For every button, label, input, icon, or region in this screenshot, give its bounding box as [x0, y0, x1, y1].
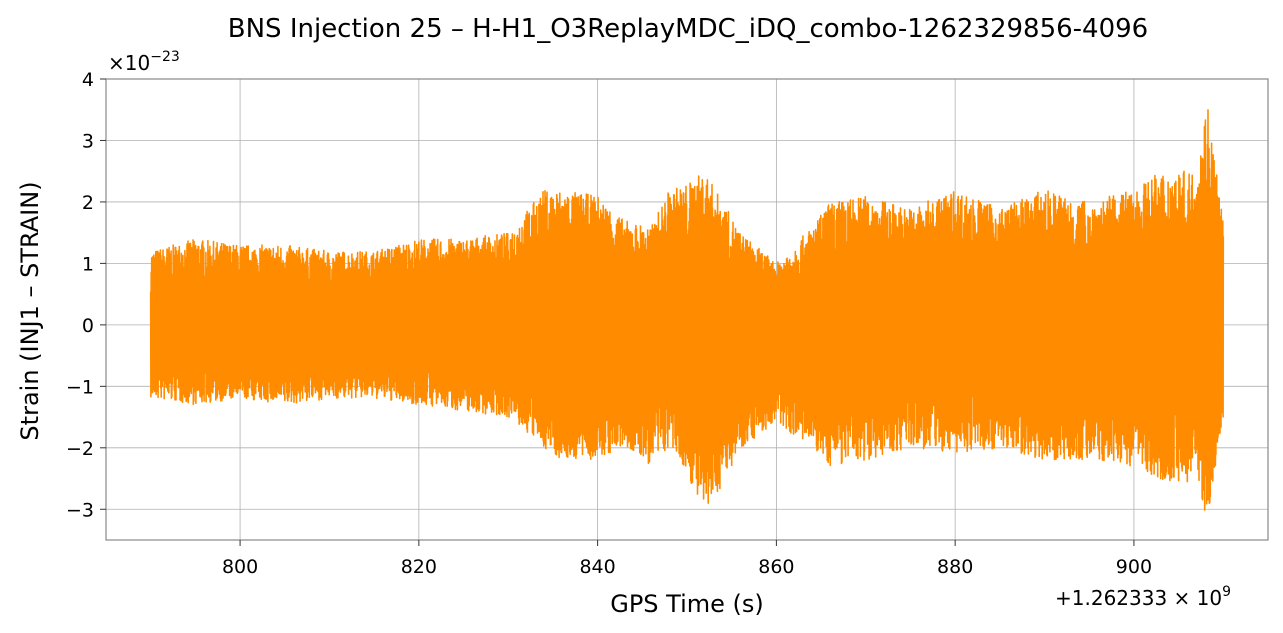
series-strain	[149, 109, 1225, 511]
y-tick-label: 0	[82, 315, 94, 337]
y-tick-label: 3	[82, 130, 94, 152]
y-tick-label: 2	[82, 192, 94, 214]
axes-frame	[105, 78, 1269, 541]
y-axis-ticks: −3 −2 −1 0 1 2 3 4	[66, 69, 106, 521]
x-tick-label: 820	[401, 556, 437, 578]
y-tick-label: 4	[82, 69, 94, 91]
y-scale-factor: ×10−23	[108, 49, 180, 75]
y-tick-label: 1	[82, 253, 94, 275]
chart-title: BNS Injection 25 – H-H1_O3ReplayMDC_iDQ_…	[228, 14, 1148, 44]
strain-line	[149, 109, 1225, 511]
y-tick-label: −1	[66, 376, 94, 398]
y-tick-label: −3	[66, 499, 94, 521]
x-tick-label: 900	[1116, 556, 1152, 578]
x-tick-label: 880	[937, 556, 973, 578]
x-axis-ticks: 800 820 840 860 880 900	[222, 540, 1152, 578]
x-tick-label: 840	[579, 556, 615, 578]
x-tick-label: 800	[222, 556, 258, 578]
y-axis-label: Strain (INJ1 – STRAIN)	[16, 181, 44, 440]
x-offset-label: +1.262333 × 109	[1055, 584, 1231, 610]
x-axis-label: GPS Time (s)	[610, 590, 764, 618]
x-tick-label: 860	[758, 556, 794, 578]
y-tick-label: −2	[66, 438, 94, 460]
